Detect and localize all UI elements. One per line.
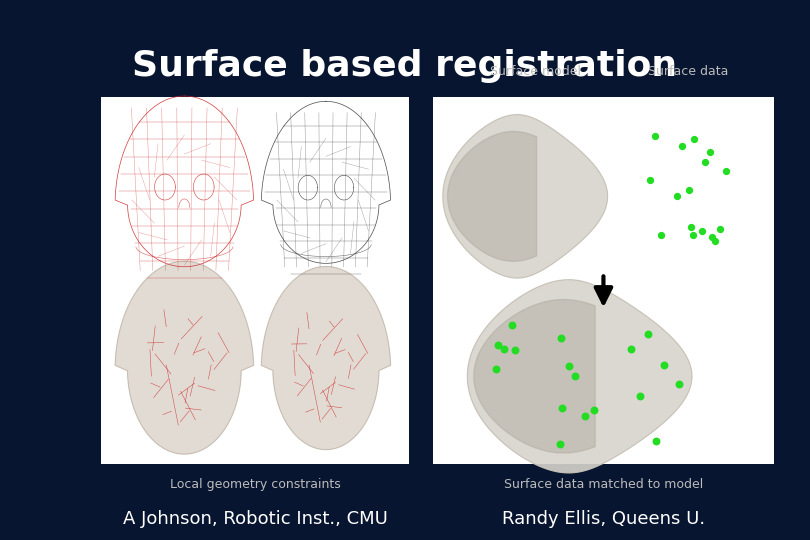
Point	[562, 361, 575, 370]
Point	[708, 237, 721, 245]
Text: Local geometry constraints: Local geometry constraints	[170, 478, 340, 491]
Text: Surface data matched to model: Surface data matched to model	[504, 478, 703, 491]
Bar	[433, 97, 774, 464]
Point	[587, 406, 600, 415]
Point	[714, 225, 727, 234]
Point	[687, 134, 700, 143]
Point	[684, 222, 697, 231]
Point	[719, 167, 732, 176]
Point	[704, 147, 717, 156]
Point	[650, 436, 663, 445]
Point	[555, 404, 568, 413]
Point	[695, 227, 708, 235]
Point	[682, 185, 695, 194]
Point	[490, 364, 503, 373]
Point	[634, 392, 647, 400]
Text: A Johnson, Robotic Inst., CMU: A Johnson, Robotic Inst., CMU	[122, 510, 388, 528]
Point	[569, 372, 582, 381]
Polygon shape	[474, 300, 595, 453]
Point	[554, 334, 567, 342]
Point	[706, 232, 718, 241]
Point	[699, 158, 712, 166]
Polygon shape	[448, 131, 536, 261]
Point	[509, 346, 522, 355]
Point	[676, 142, 688, 151]
Point	[554, 439, 567, 448]
Point	[625, 345, 637, 353]
Point	[671, 192, 684, 200]
Polygon shape	[115, 261, 254, 454]
Text: Surface model: Surface model	[490, 65, 581, 78]
Polygon shape	[262, 267, 390, 449]
Point	[658, 361, 671, 369]
Point	[642, 329, 654, 338]
Polygon shape	[467, 280, 692, 473]
Point	[649, 131, 662, 140]
Point	[654, 231, 667, 239]
Point	[686, 231, 699, 239]
Point	[578, 411, 591, 420]
Text: Surface data: Surface data	[648, 65, 729, 78]
Point	[672, 380, 685, 388]
Point	[505, 320, 518, 329]
Point	[492, 341, 505, 349]
Text: Randy Ellis, Queens U.: Randy Ellis, Queens U.	[502, 510, 705, 528]
Point	[643, 176, 656, 185]
Bar	[101, 97, 409, 464]
Text: Surface based registration: Surface based registration	[133, 49, 677, 83]
Polygon shape	[443, 114, 608, 278]
Point	[497, 345, 510, 354]
